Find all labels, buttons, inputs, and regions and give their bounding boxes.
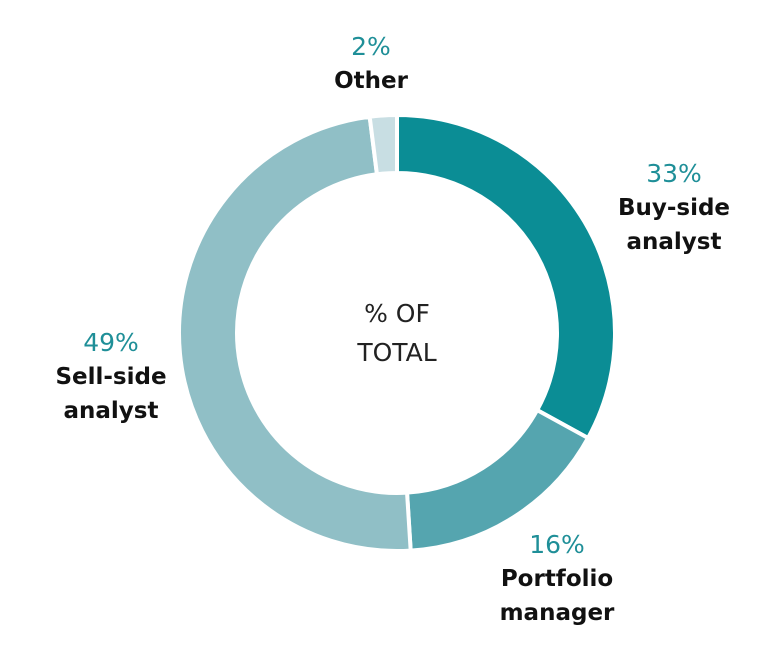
slice-category-label: Other [334,68,409,94]
slice-percent-label: 16% [529,530,585,559]
slice-category-label: analyst [64,398,159,424]
slice-other [367,112,399,177]
slice-percent-label: 33% [646,159,702,188]
center-label-line-1: % OF [364,299,430,328]
slice-category-label: Buy-side [618,195,730,221]
slice-labels: 33% Buy-side analyst 16% Portfolio manager 49%… [55,32,730,626]
slice-category-label: manager [500,600,615,626]
slice-category-label: Portfolio [501,566,613,592]
center-label-line-2: TOTAL [356,338,436,367]
slice-percent-label: 2% [351,32,391,61]
donut-slices [177,112,617,553]
slice-buy-side-analyst [395,112,617,441]
slice-sell-side-analyst [177,114,413,553]
slice-percent-label: 49% [83,328,139,357]
slice-category-label: Sell-side [55,364,166,390]
slice-category-label: analyst [627,229,722,255]
